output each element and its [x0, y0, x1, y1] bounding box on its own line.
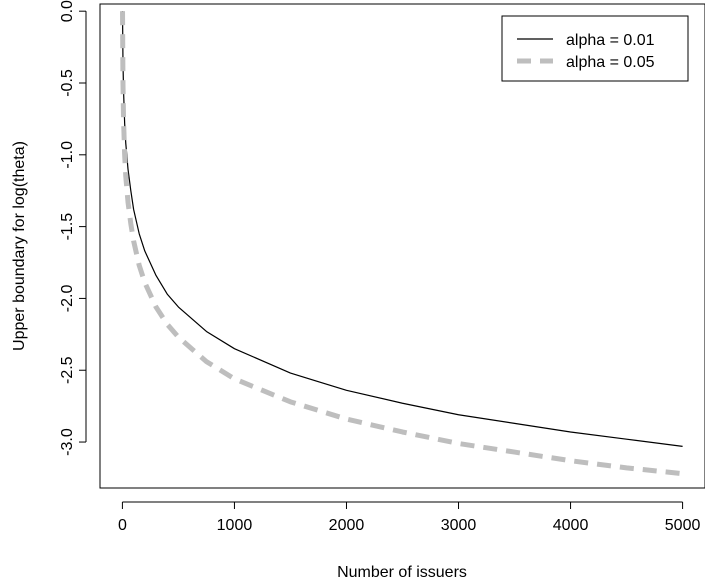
- y-tick-label: -3.0: [59, 428, 76, 456]
- y-tick-label: -0.5: [59, 69, 76, 97]
- y-tick-label: -2.5: [59, 356, 76, 384]
- legend: alpha = 0.01 alpha = 0.05: [501, 15, 689, 82]
- y-tick-label: -2.0: [59, 285, 76, 313]
- y-axis: 0.0 -0.5 -1.0 -1.5 -2.0 -2.5 -3.0: [59, 0, 87, 456]
- x-tick-label: 3000: [441, 517, 477, 534]
- x-tick-label: 5000: [665, 517, 701, 534]
- legend-label-alpha-005: alpha = 0.05: [566, 54, 655, 71]
- series-layer: [120, 11, 683, 477]
- x-tick-label: 1000: [217, 517, 253, 534]
- x-tick-label: 4000: [553, 517, 589, 534]
- y-tick-label: 0.0: [59, 0, 76, 22]
- x-tick-label: 0: [118, 517, 127, 534]
- y-tick-label: -1.5: [59, 213, 76, 241]
- x-axis: 0 1000 2000 3000 4000 5000: [118, 501, 701, 534]
- legend-label-alpha-001: alpha = 0.01: [566, 32, 655, 49]
- x-tick-label: 2000: [329, 517, 365, 534]
- plot-area: [99, 3, 705, 489]
- legend-box: [501, 15, 689, 82]
- x-axis-label: Number of issuers: [337, 564, 467, 581]
- y-tick-label: -1.0: [59, 141, 76, 169]
- y-axis-label: Upper boundary for log(theta): [11, 141, 28, 351]
